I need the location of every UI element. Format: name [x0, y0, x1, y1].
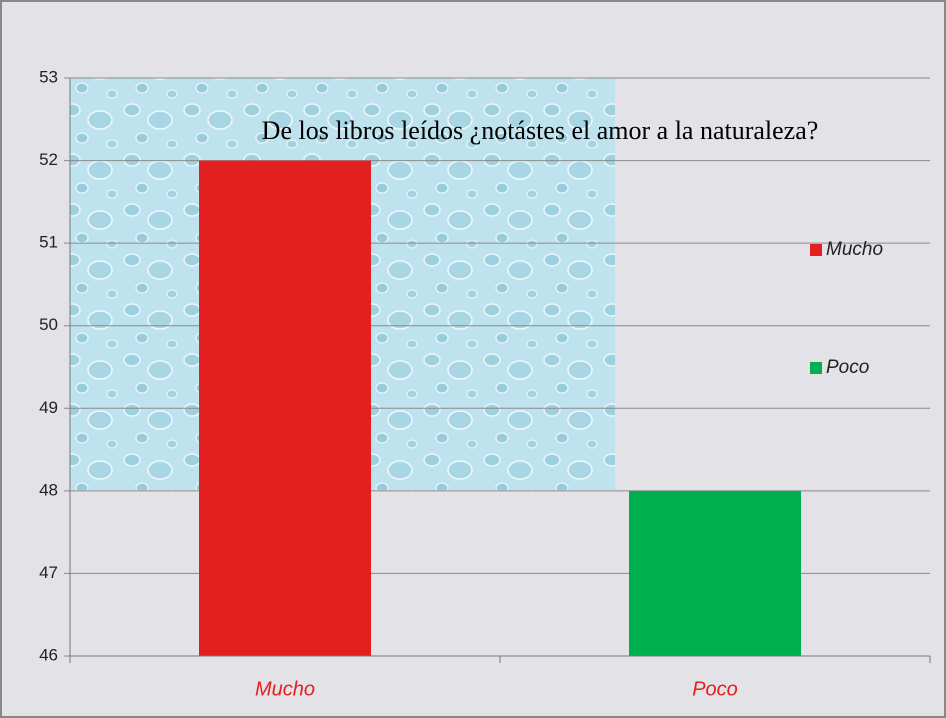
y-tick-label: 46: [39, 645, 58, 664]
y-tick-label: 48: [39, 480, 58, 499]
chart-title: De los libros leídos ¿notástes el amor a…: [262, 116, 819, 145]
legend-swatch: [810, 244, 822, 256]
y-tick-label: 50: [39, 315, 58, 334]
y-tick-label: 47: [39, 563, 58, 582]
bar: [199, 161, 371, 656]
y-tick-label: 53: [39, 67, 58, 86]
y-tick-label: 51: [39, 233, 58, 252]
legend-label: Poco: [826, 357, 869, 378]
legend-label: Mucho: [826, 239, 883, 260]
y-tick-label: 49: [39, 398, 58, 417]
y-tick-label: 52: [39, 150, 58, 169]
chart: De los libros leídos ¿notástes el amor a…: [0, 0, 946, 718]
x-tick-label: Mucho: [255, 678, 315, 700]
x-tick-label: Poco: [692, 678, 738, 700]
legend-swatch: [810, 362, 822, 374]
bar: [629, 491, 801, 656]
